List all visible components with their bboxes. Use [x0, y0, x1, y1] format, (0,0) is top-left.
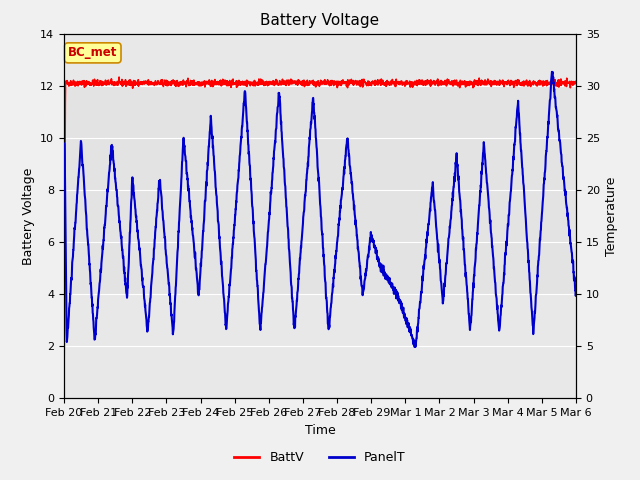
Y-axis label: Temperature: Temperature	[605, 176, 618, 256]
X-axis label: Time: Time	[305, 424, 335, 437]
Text: BC_met: BC_met	[68, 47, 118, 60]
Y-axis label: Battery Voltage: Battery Voltage	[22, 168, 35, 264]
Legend: BattV, PanelT: BattV, PanelT	[229, 446, 411, 469]
Title: Battery Voltage: Battery Voltage	[260, 13, 380, 28]
Bar	[64, 86, 576, 294]
